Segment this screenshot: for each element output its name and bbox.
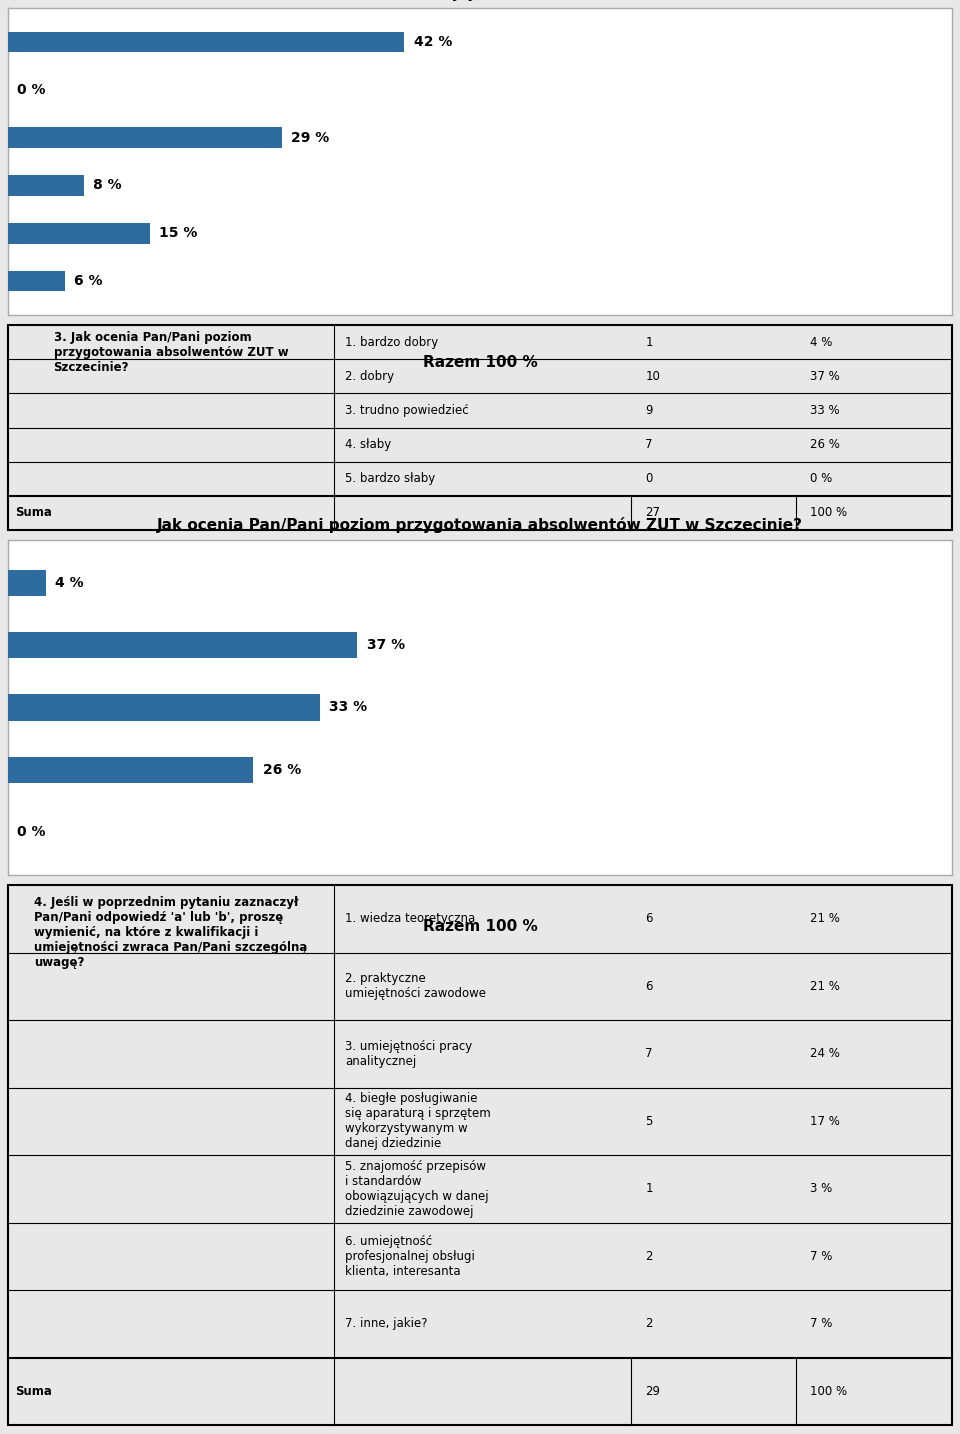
- Text: 9: 9: [645, 404, 653, 417]
- Text: 17 %: 17 %: [810, 1114, 840, 1127]
- Text: 4. biegłe posługiwanie
się aparaturą i sprzętem
wykorzystywanym w
danej dziedzin: 4. biegłe posługiwanie się aparaturą i s…: [345, 1093, 491, 1150]
- Text: 3. umiejętności pracy
analitycznej: 3. umiejętności pracy analitycznej: [345, 1040, 472, 1068]
- Text: 6 %: 6 %: [74, 274, 103, 288]
- Text: 26 %: 26 %: [810, 437, 840, 452]
- Text: 21 %: 21 %: [810, 912, 840, 925]
- Text: 37 %: 37 %: [810, 370, 840, 383]
- Text: 7: 7: [645, 437, 653, 452]
- Text: 1. wiedza teoretyczna: 1. wiedza teoretyczna: [345, 912, 475, 925]
- Text: 10: 10: [645, 370, 660, 383]
- Text: 27: 27: [645, 506, 660, 519]
- Text: 0: 0: [645, 472, 653, 485]
- Text: 100 %: 100 %: [810, 506, 848, 519]
- Bar: [8, 271, 64, 291]
- Text: 4 %: 4 %: [55, 576, 84, 591]
- Text: 42 %: 42 %: [414, 34, 452, 49]
- Bar: [8, 224, 150, 244]
- Text: 29 %: 29 %: [291, 130, 329, 145]
- Text: 5. znajomość przepisów
i standardów
obowiązujących w danej
dziedzinie zawodowej: 5. znajomość przepisów i standardów obow…: [345, 1160, 489, 1217]
- Text: 37 %: 37 %: [367, 638, 405, 652]
- Text: 4 %: 4 %: [810, 336, 832, 348]
- Text: 3. trudno powiedzieć: 3. trudno powiedzieć: [345, 404, 468, 417]
- Text: 7. inne, jakie?: 7. inne, jakie?: [345, 1318, 427, 1331]
- Bar: [8, 571, 46, 597]
- Text: 29: 29: [645, 1385, 660, 1398]
- Text: 21 %: 21 %: [810, 979, 840, 992]
- Bar: [8, 128, 282, 148]
- Text: 4. słaby: 4. słaby: [345, 437, 392, 452]
- Text: 2: 2: [645, 1318, 653, 1331]
- Title: Jak ocenia Pan/Pani poziom przygotowania absolwentów ZUT w Szczecinie?: Jak ocenia Pan/Pani poziom przygotowania…: [157, 518, 803, 533]
- Text: 7 %: 7 %: [810, 1250, 832, 1263]
- Text: 33 %: 33 %: [329, 700, 367, 714]
- Text: 1. bardzo dobry: 1. bardzo dobry: [345, 336, 439, 348]
- Text: 7: 7: [645, 1047, 653, 1060]
- Text: Suma: Suma: [15, 506, 53, 519]
- Text: 26 %: 26 %: [263, 763, 301, 777]
- Bar: [8, 757, 253, 783]
- Text: 1: 1: [645, 1182, 653, 1196]
- Text: 100 %: 100 %: [810, 1385, 848, 1398]
- Bar: [8, 632, 357, 658]
- Text: 0 %: 0 %: [810, 472, 832, 485]
- Text: 8 %: 8 %: [93, 178, 122, 192]
- Text: 3. Jak ocenia Pan/Pani poziom
przygotowania absolwentów ZUT w
Szczecinie?: 3. Jak ocenia Pan/Pani poziom przygotowa…: [54, 331, 288, 374]
- Text: 3 %: 3 %: [810, 1182, 832, 1196]
- Text: 5. bardzo słaby: 5. bardzo słaby: [345, 472, 435, 485]
- Bar: [8, 32, 404, 52]
- Text: 0 %: 0 %: [17, 825, 46, 839]
- Text: 4. Jeśli w poprzednim pytaniu zaznaczył
Pan/Pani odpowiedź 'a' lub 'b', proszę
w: 4. Jeśli w poprzednim pytaniu zaznaczył …: [35, 896, 307, 969]
- Bar: [8, 175, 84, 195]
- Text: 7 %: 7 %: [810, 1318, 832, 1331]
- Text: 6: 6: [645, 912, 653, 925]
- Text: Razem 100 %: Razem 100 %: [422, 919, 538, 934]
- Text: 15 %: 15 %: [159, 227, 198, 241]
- Text: 2. dobry: 2. dobry: [345, 370, 395, 383]
- Text: 6: 6: [645, 979, 653, 992]
- Text: Suma: Suma: [15, 1385, 53, 1398]
- Text: Razem 100 %: Razem 100 %: [422, 354, 538, 370]
- Bar: [8, 694, 320, 720]
- Text: 6. umiejętność
profesjonalnej obsługi
klienta, interesanta: 6. umiejętność profesjonalnej obsługi kl…: [345, 1235, 475, 1278]
- Text: 5: 5: [645, 1114, 653, 1127]
- Text: 0 %: 0 %: [17, 83, 46, 96]
- Text: 33 %: 33 %: [810, 404, 840, 417]
- Text: 24 %: 24 %: [810, 1047, 840, 1060]
- Text: 2: 2: [645, 1250, 653, 1263]
- Text: 2. praktyczne
umiejętności zawodowe: 2. praktyczne umiejętności zawodowe: [345, 972, 486, 1001]
- Text: 1: 1: [645, 336, 653, 348]
